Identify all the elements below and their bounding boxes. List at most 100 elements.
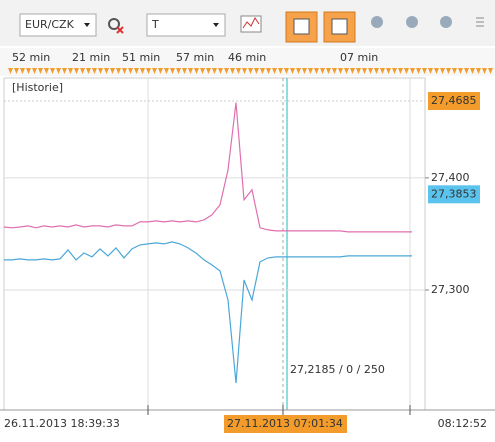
ruler-tick: [236, 68, 241, 74]
y-tick-label: 27,300: [431, 283, 470, 296]
ruler-tick: [344, 68, 349, 74]
ruler-tick: [44, 68, 49, 74]
ruler-tick: [242, 68, 247, 74]
ruler-tick: [356, 68, 361, 74]
ruler-tick: [122, 68, 127, 74]
period: T: [151, 18, 159, 31]
ruler-tick: [248, 68, 253, 74]
link-icon[interactable]: [108, 18, 124, 34]
chart-type-button[interactable]: [240, 15, 262, 33]
ruler-tick: [254, 68, 259, 74]
ruler-tick: [182, 68, 187, 74]
time-ruler-label: 21 min: [72, 51, 110, 64]
ruler-tick: [482, 68, 487, 74]
ruler-tick: [314, 68, 319, 74]
ruler-tick: [200, 68, 205, 74]
ruler-tick: [14, 68, 19, 74]
cursor-label: 27,2185 / 0 / 250: [290, 363, 385, 376]
time-ruler-label: 46 min: [228, 51, 266, 64]
y-tick-label: 27,400: [431, 171, 470, 184]
ruler-tick: [488, 68, 493, 74]
x-label: 08:12:52: [438, 417, 487, 430]
ruler-tick: [128, 68, 133, 74]
ruler-tick: [476, 68, 481, 74]
ruler-tick: [8, 68, 13, 74]
ruler-tick: [392, 68, 397, 74]
ruler-tick: [74, 68, 79, 74]
cursor-time-box: [224, 415, 347, 433]
ruler-tick: [164, 68, 169, 74]
ruler-tick: [140, 68, 145, 74]
ruler-tick: [416, 68, 421, 74]
ruler-tick: [362, 68, 367, 74]
ruler-tick: [152, 68, 157, 74]
time-ruler-label: 52 min: [12, 51, 50, 64]
price-marker-label: 27,3853: [431, 187, 477, 200]
ruler-tick: [170, 68, 175, 74]
ruler-tick: [380, 68, 385, 74]
ruler-tick: [470, 68, 475, 74]
ruler-tick: [260, 68, 265, 74]
ruler-tick: [176, 68, 181, 74]
x-label: 27.11.2013 07:01:34: [227, 417, 343, 430]
symbol: EUR/CZK: [25, 18, 75, 31]
ruler-tick: [272, 68, 277, 74]
chart-label: [Historie]: [12, 81, 63, 94]
ruler-tick: [212, 68, 217, 74]
series-line: [3, 102, 412, 233]
ruler-tick: [422, 68, 427, 74]
ruler-tick: [326, 68, 331, 74]
ruler-tick: [398, 68, 403, 74]
ruler-tick: [188, 68, 193, 74]
toggle-icon: [331, 18, 348, 35]
ruler-tick: [104, 68, 109, 74]
ruler-tick: [284, 68, 289, 74]
price-marker-label: 27,4685: [431, 94, 477, 107]
period-dropdown[interactable]: [146, 13, 226, 37]
ruler-tick: [338, 68, 343, 74]
ruler-tick: [230, 68, 235, 74]
x-label: 26.11.2013 18:39:33: [4, 417, 120, 430]
ruler-tick: [224, 68, 229, 74]
dropdown-arrow: [213, 23, 219, 27]
ruler-tick: [278, 68, 283, 74]
ruler-tick: [386, 68, 391, 74]
ruler-tick: [374, 68, 379, 74]
ruler-tick: [194, 68, 199, 74]
ruler-tick: [410, 68, 415, 74]
tool-icons[interactable]: [371, 16, 484, 28]
ruler-tick: [32, 68, 37, 74]
ruler-tick: [404, 68, 409, 74]
symbol-dropdown[interactable]: [19, 13, 97, 37]
ruler-tick: [146, 68, 151, 74]
chart-icon: [242, 17, 260, 29]
ruler-tick: [50, 68, 55, 74]
ruler-tick: [332, 68, 337, 74]
ruler-tick: [440, 68, 445, 74]
ruler-tick: [350, 68, 355, 74]
price-marker: [428, 91, 480, 110]
ruler-tick: [218, 68, 223, 74]
ruler-tick: [428, 68, 433, 74]
time-ruler-label: 57 min: [176, 51, 214, 64]
price-marker: [428, 185, 480, 204]
ruler-tick: [116, 68, 121, 74]
ruler-tick: [86, 68, 91, 74]
ruler-tick: [80, 68, 85, 74]
time-ruler-label: 51 min: [122, 51, 160, 64]
plot-area: [3, 77, 426, 411]
ruler-tick: [62, 68, 67, 74]
ruler-tick: [20, 68, 25, 74]
ruler-tick: [464, 68, 469, 74]
ruler-tick: [308, 68, 313, 74]
ruler-tick: [206, 68, 211, 74]
ruler-tick: [38, 68, 43, 74]
ruler-tick: [302, 68, 307, 74]
ruler-tick: [458, 68, 463, 74]
ruler-tick: [110, 68, 115, 74]
ruler-tick: [26, 68, 31, 74]
ruler-tick: [98, 68, 103, 74]
toggle-icon: [293, 18, 310, 35]
ruler-tick: [158, 68, 163, 74]
